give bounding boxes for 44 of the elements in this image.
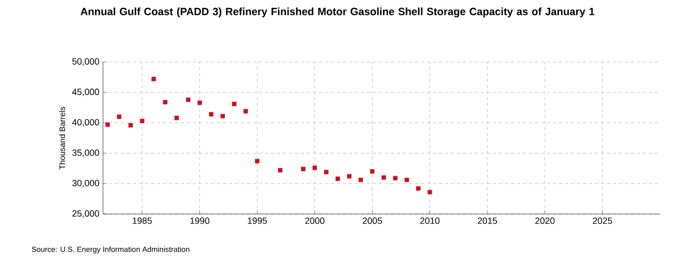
point bbox=[370, 169, 374, 174]
point bbox=[404, 178, 410, 182]
point bbox=[382, 175, 386, 180]
point bbox=[232, 102, 236, 106]
x-tick-label: 2010 bbox=[420, 218, 440, 224]
y-tick-label: 40,000 bbox=[72, 119, 100, 126]
point bbox=[128, 123, 133, 128]
x-tick-label: 2005 bbox=[362, 218, 382, 224]
point bbox=[116, 114, 122, 119]
x-tick-label: 1995 bbox=[248, 218, 267, 224]
x-tick-label: 2025 bbox=[592, 218, 612, 224]
point bbox=[220, 114, 225, 118]
point bbox=[336, 176, 340, 181]
x-tick-label: 1985 bbox=[132, 218, 152, 224]
point bbox=[312, 166, 317, 170]
point bbox=[347, 174, 352, 178]
x-tick-label: 2020 bbox=[535, 218, 555, 224]
point bbox=[358, 178, 363, 182]
point bbox=[105, 122, 110, 127]
y-tick-label: 35,000 bbox=[72, 149, 100, 157]
point bbox=[301, 166, 306, 172]
point bbox=[197, 100, 202, 105]
point bbox=[416, 186, 421, 191]
y-tick-label: 50,000 bbox=[72, 58, 100, 66]
x-tick-label: 2015 bbox=[478, 218, 498, 224]
y-tick-label: 30,000 bbox=[72, 180, 100, 188]
x-tick-label: 1990 bbox=[190, 218, 210, 224]
y-axis-title: Thousand Barrels bbox=[59, 106, 66, 170]
point bbox=[186, 97, 190, 102]
y-tick-label: 45,000 bbox=[72, 88, 100, 96]
point bbox=[208, 112, 214, 116]
point bbox=[244, 109, 248, 114]
x-tick-label: 2000 bbox=[305, 218, 324, 224]
y-tick-label: 25,000 bbox=[72, 210, 100, 218]
point bbox=[278, 168, 282, 172]
chart-title: Annual Gulf Coast (PADD 3) Refinery Finished Motor Gasoline Shell Storage Capacity as of January 1 bbox=[80, 8, 594, 18]
point bbox=[174, 116, 179, 120]
point bbox=[151, 76, 156, 82]
point bbox=[393, 176, 398, 180]
point bbox=[255, 158, 260, 164]
point bbox=[324, 170, 328, 174]
point bbox=[162, 100, 168, 104]
point bbox=[428, 190, 432, 194]
point bbox=[140, 118, 144, 124]
